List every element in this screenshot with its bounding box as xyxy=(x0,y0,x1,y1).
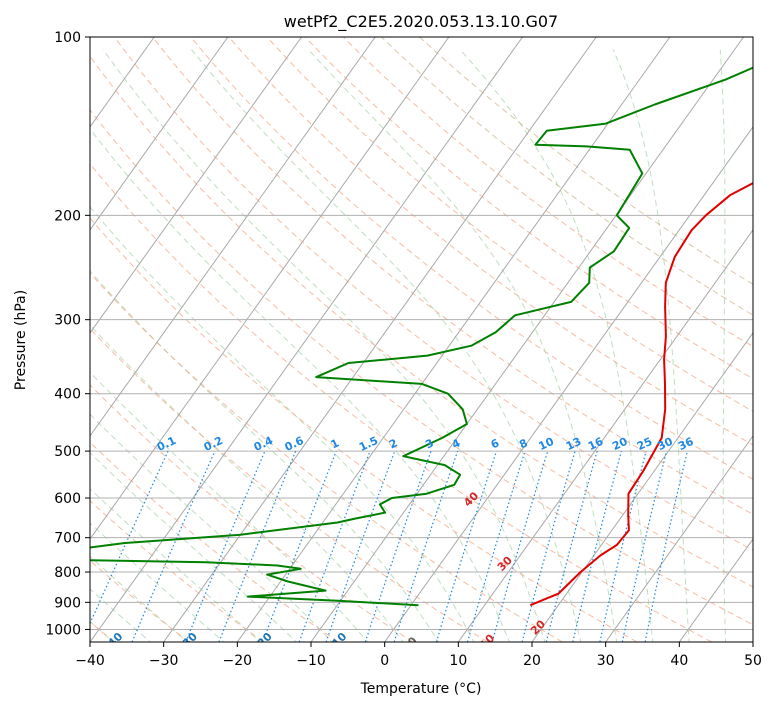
series-line xyxy=(90,66,753,607)
mixing-ratio-line xyxy=(325,450,396,642)
mixing-ratio-line xyxy=(644,450,688,642)
x-axis-label: Temperature (°C) xyxy=(360,681,482,697)
isotherm-line xyxy=(236,37,671,642)
isotherm-line xyxy=(90,37,376,437)
dry-adiabat-line xyxy=(266,37,753,413)
dry-adiabat-line xyxy=(381,37,753,316)
mixing-ratio-line xyxy=(262,450,337,642)
isobars xyxy=(90,37,753,630)
mixing-ratio-label: 16 xyxy=(586,435,606,453)
mixing-ratio-line xyxy=(131,450,216,642)
mixing-ratio-label: 30 xyxy=(655,435,675,453)
x-tick-label: 20 xyxy=(523,653,541,669)
x-tick-label: −40 xyxy=(75,653,105,669)
isotherm-line xyxy=(531,332,753,642)
y-axis-label: Pressure (hPa) xyxy=(13,290,29,390)
chart-title: wetPf2_C2E5.2020.053.13.10.G07 xyxy=(284,12,558,32)
dry-adiabat-line xyxy=(90,500,264,642)
isotherm-line xyxy=(605,435,753,642)
mixing-ratio-line xyxy=(393,450,459,642)
isotherm-line xyxy=(310,37,744,642)
y-tick-label: 900 xyxy=(54,595,81,611)
dry-adiabat-line xyxy=(419,37,753,285)
x-tick-label: 50 xyxy=(744,653,762,669)
dry-adiabat-line xyxy=(90,55,753,588)
y-tick-label: 400 xyxy=(54,387,81,403)
mixing-ratio-label: 25 xyxy=(635,435,654,453)
mixing-ratio-line xyxy=(491,450,549,642)
isotherm-line xyxy=(457,229,753,642)
y-tick-label: 600 xyxy=(54,491,81,507)
isotherm-line xyxy=(90,37,229,231)
series-line xyxy=(529,181,753,607)
mixing-ratio-lines xyxy=(90,450,688,642)
y-tick-label: 500 xyxy=(54,444,81,460)
y-axis-ticks: 1000 900 800 700 600 500 400 300 200 100 xyxy=(45,30,90,638)
x-tick-label: 0 xyxy=(380,653,389,669)
dry-adiabat-label: 0 xyxy=(405,634,420,649)
dry-adiabat-line xyxy=(304,37,753,380)
plot-frame xyxy=(89,36,754,643)
isotherm-line xyxy=(678,538,753,642)
mixing-ratio-line xyxy=(298,450,371,642)
mixing-ratio-label: 10 xyxy=(537,435,557,453)
isotherm-line xyxy=(384,125,753,642)
y-tick-label: 100 xyxy=(54,30,81,46)
mixing-ratio-line xyxy=(466,450,526,642)
mixing-ratio-line xyxy=(364,450,432,642)
dry-adiabat-line xyxy=(90,109,753,626)
isotherm-line xyxy=(90,37,450,540)
moist-adiabat-line xyxy=(90,413,333,642)
dry-adiabat-label: 10 xyxy=(477,631,497,651)
x-axis-ticks: −40 −30 −20 −10 0 10 20 30 40 50 xyxy=(75,642,762,669)
x-tick-label: −30 xyxy=(149,653,179,669)
mixing-ratio-line xyxy=(435,450,498,642)
series-lines xyxy=(90,66,753,607)
x-tick-label: 10 xyxy=(449,653,467,669)
mixing-ratio-label: 20 xyxy=(610,435,630,453)
mixing-ratio-line xyxy=(599,450,647,642)
x-tick-label: −20 xyxy=(223,653,253,669)
y-tick-label: 1000 xyxy=(45,622,81,638)
y-tick-label: 800 xyxy=(54,565,81,581)
isotherm-line xyxy=(90,37,302,334)
dry-adiabat-line xyxy=(90,272,563,642)
y-tick-label: 700 xyxy=(54,531,81,547)
y-tick-label: 300 xyxy=(54,313,81,329)
mixing-ratio-label: 13 xyxy=(564,435,583,453)
dry-adiabat-line xyxy=(90,327,488,642)
mixing-ratio-line xyxy=(185,450,266,642)
x-tick-label: 40 xyxy=(670,653,688,669)
dry-adiabat-line xyxy=(228,37,753,446)
x-tick-label: 30 xyxy=(597,653,615,669)
mixing-ratio-label: 36 xyxy=(676,435,696,453)
y-tick-label: 200 xyxy=(54,208,81,224)
mixing-ratio-line xyxy=(621,450,668,642)
isotherm-line xyxy=(163,37,597,642)
mixing-ratio-line xyxy=(521,450,576,642)
mixing-ratio-line xyxy=(545,450,598,642)
moist-adiabat-line xyxy=(90,588,152,642)
dry-adiabat-line xyxy=(113,37,753,551)
dry-adiabat-line xyxy=(190,37,753,480)
dry-adiabats xyxy=(90,37,753,642)
dry-adiabat-line xyxy=(90,163,712,642)
x-tick-label: −10 xyxy=(296,653,326,669)
